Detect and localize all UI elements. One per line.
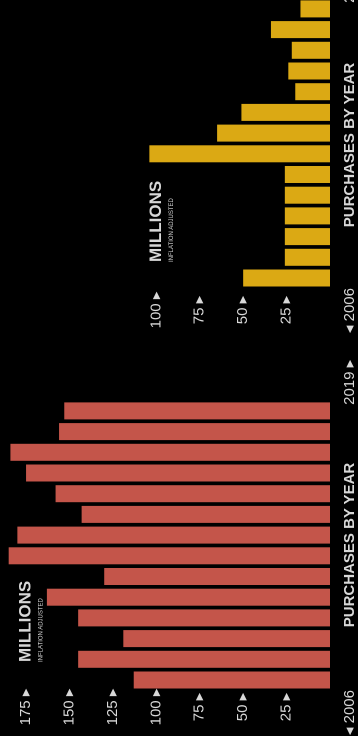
bar	[26, 464, 330, 482]
bar	[284, 186, 330, 204]
x-tick-label: 50 ▸	[234, 295, 251, 324]
x-tick-label: 75 ▸	[191, 692, 208, 721]
x-tick-label: 25 ▸	[278, 295, 295, 324]
axis-label: MILLIONS	[146, 181, 165, 262]
bar	[81, 505, 330, 523]
bar	[295, 83, 330, 101]
category-label: 2019 ▸	[341, 0, 358, 3]
bar	[104, 568, 330, 585]
bar	[64, 402, 331, 420]
bar	[78, 650, 330, 668]
bar	[10, 443, 331, 461]
axis-sublabel: INFLATION ADJUSTED	[169, 197, 175, 262]
axis-sublabel: INFLATION ADJUSTED	[39, 597, 45, 662]
bar	[59, 423, 330, 441]
x-tick-label: 75 ▸	[191, 295, 208, 324]
bar	[300, 0, 330, 18]
bar	[46, 588, 330, 606]
bar	[284, 166, 330, 183]
bar	[243, 269, 330, 287]
bar	[284, 248, 330, 266]
bar	[55, 485, 330, 503]
x-tick-label: 175 ▸	[17, 688, 34, 725]
axis-label: PURCHASES BY YEAR	[341, 463, 358, 628]
bar	[123, 630, 330, 648]
bar	[133, 671, 330, 689]
bar	[288, 62, 330, 80]
axis-label: MILLIONS	[16, 581, 35, 662]
x-tick-label: 125 ▸	[104, 688, 121, 725]
bar	[149, 145, 330, 163]
category-label: ◂ 2006	[341, 288, 358, 333]
x-tick-label: 150 ▸	[60, 688, 77, 725]
bar	[17, 526, 331, 544]
bar	[284, 228, 330, 246]
category-label: ◂ 2006	[341, 690, 358, 735]
bar	[217, 124, 330, 142]
x-tick-label: 50 ▸	[234, 692, 251, 721]
bar	[8, 547, 331, 565]
bar	[241, 103, 330, 121]
axis-label: PURCHASES BY YEAR	[341, 63, 358, 228]
x-tick-label: 25 ▸	[278, 692, 295, 721]
category-label: 2019 ▸	[341, 359, 358, 405]
bar	[284, 207, 330, 225]
x-tick-label: 100 ▸	[147, 688, 164, 725]
bar	[78, 609, 330, 627]
bar	[270, 21, 330, 39]
x-tick-label: 100 ▸	[147, 291, 164, 328]
bar	[291, 41, 330, 59]
